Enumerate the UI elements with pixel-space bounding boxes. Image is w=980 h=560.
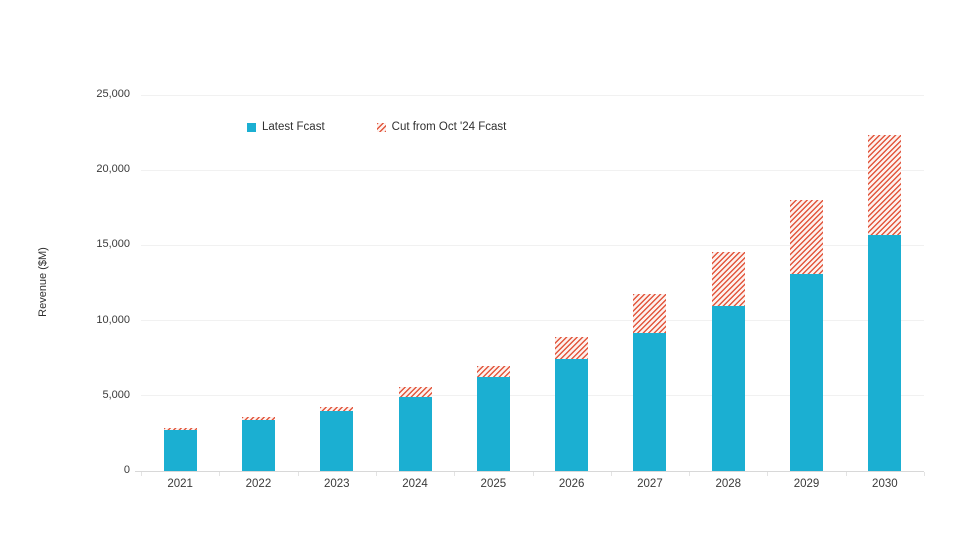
x-tick-label: 2028 [715,478,742,490]
bar-hatched-2028[interactable] [711,252,745,307]
x-tick-label: 2021 [167,478,193,490]
gridline [141,320,924,322]
bar-hatched-2025[interactable] [476,365,510,377]
y-tick-label: 0 [123,464,130,476]
bar-hatched-2029[interactable] [790,200,824,274]
bar-solid-2025[interactable] [476,377,510,471]
legend-label: Latest Fcast [262,121,325,133]
x-tick-label: 2022 [245,478,272,490]
legend-swatch-solid [247,122,256,132]
bar-hatched-2024[interactable] [398,386,432,397]
x-axis-line [135,471,924,472]
gridline [141,395,924,397]
bar-hatched-2022[interactable] [241,416,275,420]
x-tick-label: 2025 [480,478,507,490]
x-axis-tick [454,472,456,476]
bar-hatched-2021[interactable] [163,428,197,431]
plot-area: 2021 2022 2023 2024 2025 2026 2027 2028 2029 2030 [135,94,925,490]
y-tick-label: 10,000 [96,313,130,326]
x-axis-tick [924,472,925,476]
bar-solid-2030[interactable] [868,234,902,471]
y-axis-title: Revenue ($M) [37,247,49,317]
x-tick-label: 2030 [872,478,898,490]
legend-swatch-hatched [376,122,386,132]
gridline [141,244,924,246]
x-tick-label: 2023 [323,478,350,490]
y-tick-label: 5,000 [102,388,130,401]
x-tick-label: 2027 [637,478,663,490]
bar-solid-2028[interactable] [711,306,745,471]
x-tick-label: 2029 [793,478,820,490]
bar-solid-2027[interactable] [633,332,667,471]
bar-hatched-2026[interactable] [555,337,589,359]
bar-hatched-2027[interactable] [633,293,667,333]
gridline [141,94,924,96]
bar-solid-2024[interactable] [398,396,432,471]
gridline [141,169,924,171]
y-tick-label: 20,000 [96,163,130,176]
legend-item-latest-fcast[interactable]: Latest Fcast [247,121,325,133]
bar-solid-2023[interactable] [320,410,354,471]
legend-label: Cut from Oct '24 Fcast [391,121,507,133]
y-tick-label: 15,000 [96,238,130,251]
x-axis-tick [141,472,142,476]
x-axis-tick [532,472,534,476]
chart-legend: Latest Fcast Cut from Oct '24 Fcast [247,121,506,133]
bar-solid-2022[interactable] [241,419,275,471]
x-axis-tick [767,472,769,476]
x-tick-label: 2026 [558,478,585,490]
x-axis-tick [297,472,299,476]
x-axis-tick [689,472,691,476]
x-tick-label: 2024 [402,478,428,490]
bar-solid-2026[interactable] [555,358,589,471]
x-axis-tick [610,472,612,476]
x-axis-tick [845,472,847,476]
y-tick-label: 25,000 [96,88,130,100]
bar-solid-2021[interactable] [163,430,197,471]
x-axis-tick [219,472,221,476]
bar-hatched-2023[interactable] [320,407,354,411]
bar-solid-2029[interactable] [790,273,824,471]
bar-hatched-2030[interactable] [868,134,902,235]
x-axis-tick [375,472,377,476]
legend-item-cut-fcast[interactable]: Cut from Oct '24 Fcast [376,121,507,133]
